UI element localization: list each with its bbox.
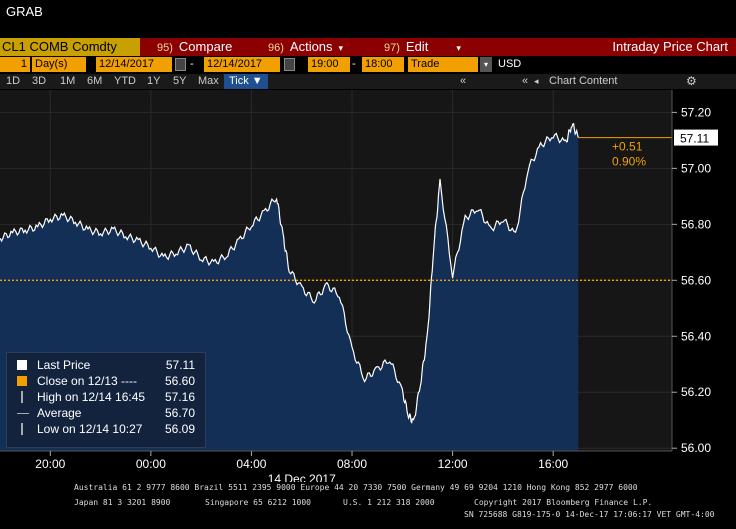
chevron-double-left-icon[interactable]: « [460,75,467,87]
legend-value: 57.11 [165,358,195,372]
legend-low: Low on 12/14 10:27 56.09 [11,421,201,437]
last-price-label: 57.11 [680,132,709,146]
x-tick-label: 04:00 [236,457,266,471]
price-type-select[interactable]: Trade [408,57,478,72]
period-3d-button[interactable]: 3D [32,75,47,87]
compare-num: 95) [157,42,173,54]
start-date-input[interactable]: 12/14/2017 [96,57,172,72]
legend-average: Average 56.70 [11,405,201,421]
title-bar [0,38,736,56]
actions-label: Actions [289,39,333,54]
x-tick-label: 12:00 [438,457,468,471]
legend-high: High on 12/14 16:45 57.16 [11,389,201,405]
chart-title: Intraday Price Chart [612,39,728,54]
period-row [0,74,736,89]
legend-last-price: Last Price 57.11 [11,357,201,373]
legend-label: Close on 12/13 ---- [37,374,138,388]
legend-label: Average [37,406,82,420]
y-tick-label: 56.60 [681,273,711,287]
days-input[interactable]: 1 [0,57,30,72]
compare-label: Compare [178,39,233,54]
change-percent: 0.90% [612,155,646,169]
period-1d-button[interactable]: 1D [6,75,21,87]
legend-value: 56.09 [164,422,195,436]
footer-copyright: Copyright 2017 Bloomberg Finance L.P. [474,498,653,507]
actions-num: 96) [268,42,284,54]
legend-value: 57.16 [164,390,195,404]
footer-japan: Japan 81 3 3201 8900 [74,498,171,507]
edit-label: Edit [405,39,429,54]
last-price-box [674,129,718,146]
legend-close: Close on 12/13 ---- 56.60 [11,373,201,389]
legend-swatch [17,360,27,370]
footer-line-1: Australia 61 2 9777 8600 Brazil 5511 239… [74,483,638,492]
days-unit-select[interactable]: Day(s) [32,57,86,72]
time-dash: - [352,58,356,70]
calendar-icon[interactable] [284,58,295,71]
footer-sn: SN 725688 G819-175-0 14-Dec-17 17:06:17 … [464,510,715,519]
legend-marker-icon [17,413,29,414]
x-tick-label: 00:00 [136,457,166,471]
legend-marker-icon [21,423,23,435]
footer-singapore: Singapore 65 6212 1000 [205,498,311,507]
legend-label: Low on 12/14 10:27 [37,422,143,436]
period-max-button[interactable]: Max [198,75,219,87]
calendar-icon[interactable] [175,58,186,71]
price-line [0,122,579,424]
actions-dropdown-icon: ▾ [338,43,344,53]
date-label: 14 Dec 2017 [268,472,336,482]
y-tick-label: 56.40 [681,329,711,343]
actions-button[interactable]: 96) Actions ▾ [268,38,343,56]
x-tick-label: 20:00 [35,457,65,471]
y-tick-label: 57.00 [681,161,711,175]
edit-button[interactable]: 97) Edit ▾ [384,38,461,56]
collapse-triangle-icon: ◂ [534,76,539,86]
gear-icon[interactable]: ⚙ [686,74,697,88]
footer-us: U.S. 1 212 318 2000 [343,498,435,507]
period-6m-button[interactable]: 6M [87,75,103,87]
y-tick-label: 56.20 [681,385,711,399]
end-time-input[interactable]: 18:00 [362,57,404,72]
price-type-dropdown-icon[interactable]: ▾ [480,57,492,72]
period-1y-button[interactable]: 1Y [147,75,161,87]
window-title: GRAB [6,4,43,19]
change-value: +0.51 [612,140,643,154]
y-tick-label: 56.80 [681,217,711,231]
date-dash: - [190,58,194,70]
period-1m-button[interactable]: 1M [60,75,76,87]
tick-select[interactable]: Tick ▼ [224,74,268,89]
edit-dropdown-icon: ▾ [456,43,461,53]
ticker-field[interactable]: CL1 COMB Comdty [0,38,140,56]
start-time-input[interactable]: 19:00 [308,57,350,72]
period-5y-button[interactable]: 5Y [173,75,187,87]
edit-num: 97) [384,42,400,54]
compare-button[interactable]: 95) Compare [157,38,232,56]
legend-marker-icon [21,391,23,403]
legend-label: High on 12/14 16:45 [37,390,146,404]
legend-value: 56.70 [164,406,195,420]
legend-swatch [17,376,27,386]
legend-label: Last Price [37,358,91,372]
currency-label: USD [498,58,522,70]
y-tick-label: 57.20 [681,105,711,119]
chart-content-button[interactable]: Chart Content [549,75,618,87]
x-tick-label: 16:00 [538,457,568,471]
legend-value: 56.60 [164,374,195,388]
y-tick-label: 56.00 [681,441,711,455]
period-ytd-button[interactable]: YTD [114,75,136,87]
end-date-input[interactable]: 12/14/2017 [204,57,280,72]
x-tick-label: 08:00 [337,457,367,471]
legend: Last Price 57.11 Close on 12/13 ---- 56.… [6,352,206,448]
chevron-double-left-icon[interactable]: « [522,75,529,87]
